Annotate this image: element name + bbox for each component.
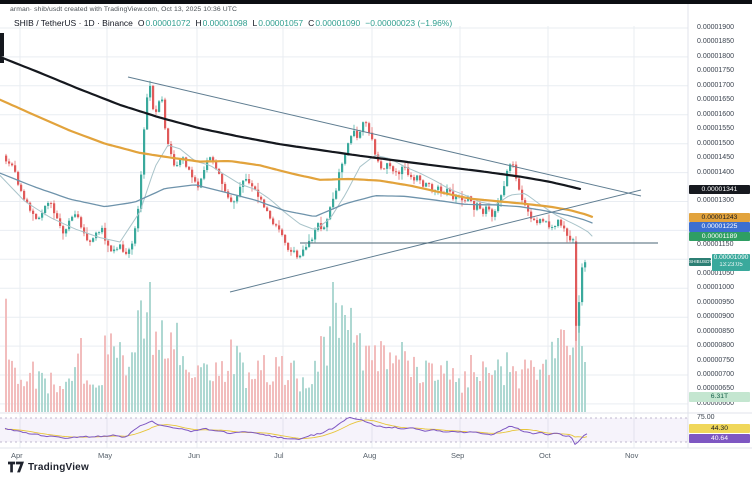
low-value: 0.00001057 [258, 18, 304, 28]
price-tick-label: 0.00001150 [697, 240, 734, 248]
left-edge-mark [0, 33, 4, 63]
last-price-value: 0.00001090 [713, 253, 749, 261]
time-axis[interactable]: Apr May Jun Jul Aug Sep Oct Nov [0, 448, 688, 462]
orange-ma-value-badge: 0.00001243 [689, 212, 750, 223]
price-tick-label: 0.00000850 [697, 327, 734, 335]
price-tick-label: 0.00001850 [697, 38, 734, 46]
price-tick-label: 0.00000800 [697, 342, 734, 350]
symbol-title: SHIB / TetherUS · 1D · Binance [14, 18, 133, 28]
close-value: 0.00001090 [315, 18, 361, 28]
price-tick-label: 0.00001050 [697, 269, 734, 277]
symbol-info-row: SHIB / TetherUS · 1D · Binance O 0.000010… [14, 18, 452, 28]
time-axis-month-label: Jun [188, 451, 201, 460]
rsi-tick-label: 75.00 [697, 414, 715, 421]
price-tick-label: 0.00001000 [697, 284, 734, 292]
price-tick-label: 0.00000950 [697, 298, 734, 306]
price-axis[interactable]: 0.00001900 0.00001850 0.00001800 0.00001750… [688, 4, 752, 448]
price-tick-label: 0.00001800 [697, 52, 734, 60]
price-tick-label: 0.00000750 [697, 356, 734, 364]
open-value: 0.00001072 [145, 18, 191, 28]
rsi-value-badge: 40.64 [689, 433, 750, 443]
tradingview-logo-icon [8, 461, 24, 473]
price-tick-label: 0.00000600 [697, 399, 734, 407]
countdown-timer: 13:23:05 [719, 262, 743, 269]
price-tick-label: 0.00001700 [697, 81, 734, 89]
attribution-text: arman· shib/usdt created with TradingVie… [10, 6, 238, 13]
price-tick-label: 0.00001300 [697, 197, 734, 205]
price-tick-label: 0.00001450 [697, 154, 734, 162]
black-ma-value-badge: 0.00001341 [689, 184, 750, 195]
time-axis-month-label: Jul [274, 451, 284, 460]
tradingview-logo: TradingView [8, 461, 89, 473]
symbol-name-chip: SHIBUSDT [689, 258, 713, 267]
price-tick-label: 0.00001600 [697, 110, 734, 118]
time-axis-month-label: May [98, 451, 113, 460]
time-axis-month-label: Sep [451, 451, 465, 460]
price-tick-label: 0.00000900 [697, 313, 734, 321]
price-tick-label: 0.00000700 [697, 370, 734, 378]
low-label: L [252, 18, 258, 28]
time-axis-month-label: Apr [11, 451, 23, 460]
time-axis-month-label: Aug [363, 451, 377, 460]
last-price-badge: 0.00001090 13:23:05 [712, 253, 750, 271]
price-tick-label: 0.00001900 [697, 24, 734, 31]
tradingview-logo-text: TradingView [28, 461, 89, 473]
time-axis-month-label: Nov [625, 451, 639, 460]
green-ma-value-badge: 0.00001189 [689, 231, 750, 242]
window-top-edge [0, 0, 752, 4]
open-label: O [137, 18, 145, 28]
high-label: H [195, 18, 202, 28]
price-tick-label: 0.00001550 [697, 125, 734, 133]
close-label: C [308, 18, 315, 28]
high-value: 0.00001098 [202, 18, 248, 28]
time-axis-month-label: Oct [539, 451, 551, 460]
price-tick-label: 0.00000650 [697, 385, 734, 393]
price-tick-label: 0.00001750 [697, 67, 734, 75]
price-tick-label: 0.00001500 [697, 139, 734, 147]
change-text: −0.00000023 (−1.96%) [365, 18, 453, 28]
rsi-ma-value-badge: 44.30 [689, 423, 750, 433]
blue-ma-value-badge: 0.00001225 [689, 222, 750, 232]
price-tick-label: 0.00001650 [697, 96, 734, 104]
price-tick-label: 0.00001400 [697, 168, 734, 176]
volume-value-badge: 6.31T [689, 392, 750, 402]
